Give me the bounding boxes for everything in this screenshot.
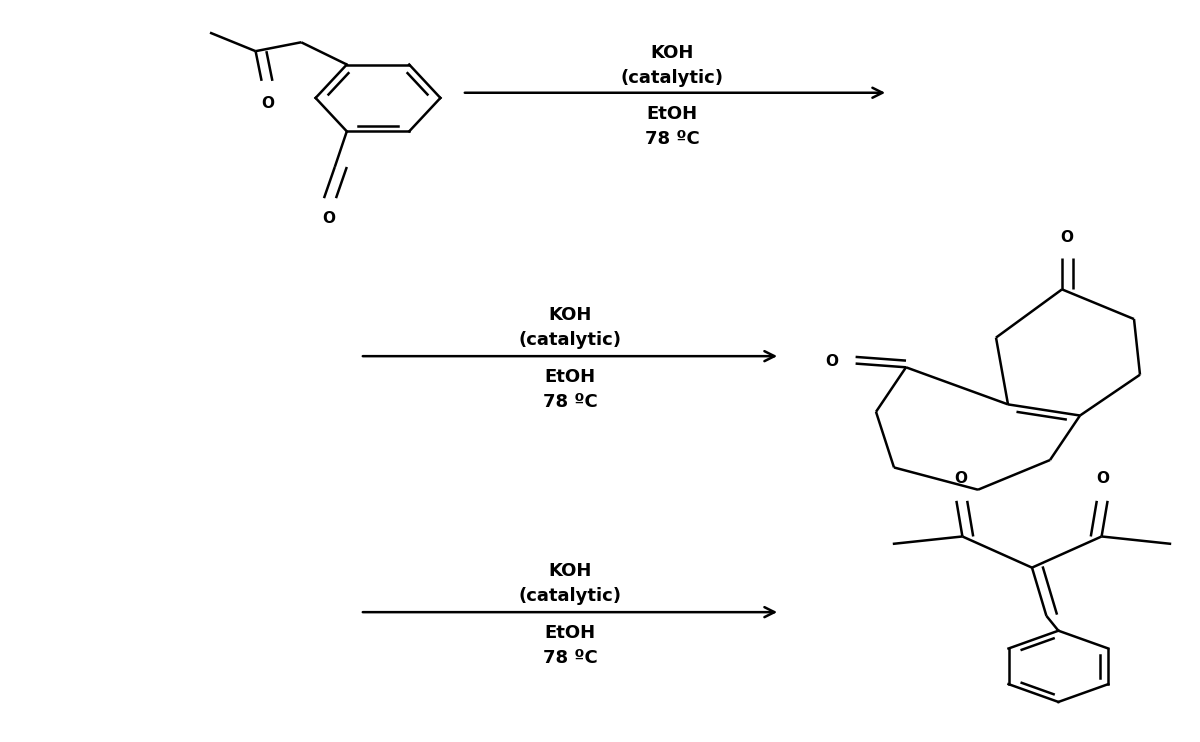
Text: EtOH
78 ºC: EtOH 78 ºC [542, 368, 598, 411]
Text: KOH
(catalytic): KOH (catalytic) [518, 562, 622, 605]
Text: EtOH
78 ºC: EtOH 78 ºC [644, 105, 700, 148]
Text: O: O [1061, 230, 1073, 245]
Text: O: O [262, 96, 274, 111]
Text: KOH
(catalytic): KOH (catalytic) [518, 306, 622, 349]
Text: O: O [1097, 471, 1109, 486]
Text: O: O [826, 354, 838, 369]
Text: EtOH
78 ºC: EtOH 78 ºC [542, 624, 598, 667]
Text: O: O [323, 211, 335, 226]
Text: KOH
(catalytic): KOH (catalytic) [620, 44, 724, 87]
Text: O: O [955, 471, 967, 486]
